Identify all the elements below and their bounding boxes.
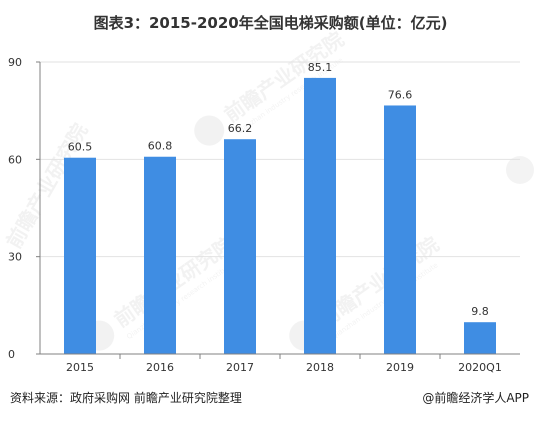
- bar: [384, 105, 416, 354]
- x-tick-label: 2018: [306, 361, 334, 374]
- axes: [39, 62, 520, 355]
- x-tick-label: 2016: [146, 361, 174, 374]
- data-label: 9.8: [471, 305, 489, 318]
- chart-title: 图表3：2015-2020年全国电梯采购额(单位：亿元): [93, 14, 448, 32]
- x-tick-label: 2020Q1: [458, 361, 502, 374]
- bar: [144, 156, 176, 354]
- bar: [64, 157, 96, 354]
- data-label: 60.5: [68, 141, 93, 154]
- x-tick-label: 2017: [226, 361, 254, 374]
- bar: [224, 139, 256, 354]
- x-tick-label: 2019: [386, 361, 414, 374]
- y-tick-label: 0: [8, 348, 15, 361]
- source-note: 资料来源：政府采购网 前瞻产业研究院整理: [10, 391, 242, 405]
- y-tick-label: 90: [8, 56, 22, 69]
- watermark-logo-icon: [506, 156, 534, 184]
- watermark-logo-icon: [194, 115, 225, 146]
- data-labels: 60.5 60.8 66.2 85.1 76.6 9.8: [68, 61, 489, 318]
- bar: [464, 322, 496, 354]
- x-axis-ticks: 2015 2016 2017 2018 2019 2020Q1: [66, 354, 502, 374]
- data-label: 76.6: [388, 88, 413, 101]
- data-label: 66.2: [228, 122, 253, 135]
- data-label: 85.1: [308, 61, 333, 74]
- x-tick-label: 2015: [66, 361, 94, 374]
- grid-lines: [40, 61, 520, 258]
- y-axis-ticks: 0 30 60 90: [8, 56, 40, 361]
- y-tick-label: 60: [8, 153, 22, 166]
- bar: [304, 77, 336, 355]
- brand-credit: @前瞻经济学人APP: [422, 391, 529, 405]
- data-label: 60.8: [148, 140, 173, 153]
- y-tick-label: 30: [8, 251, 22, 264]
- bar-series: [64, 77, 496, 355]
